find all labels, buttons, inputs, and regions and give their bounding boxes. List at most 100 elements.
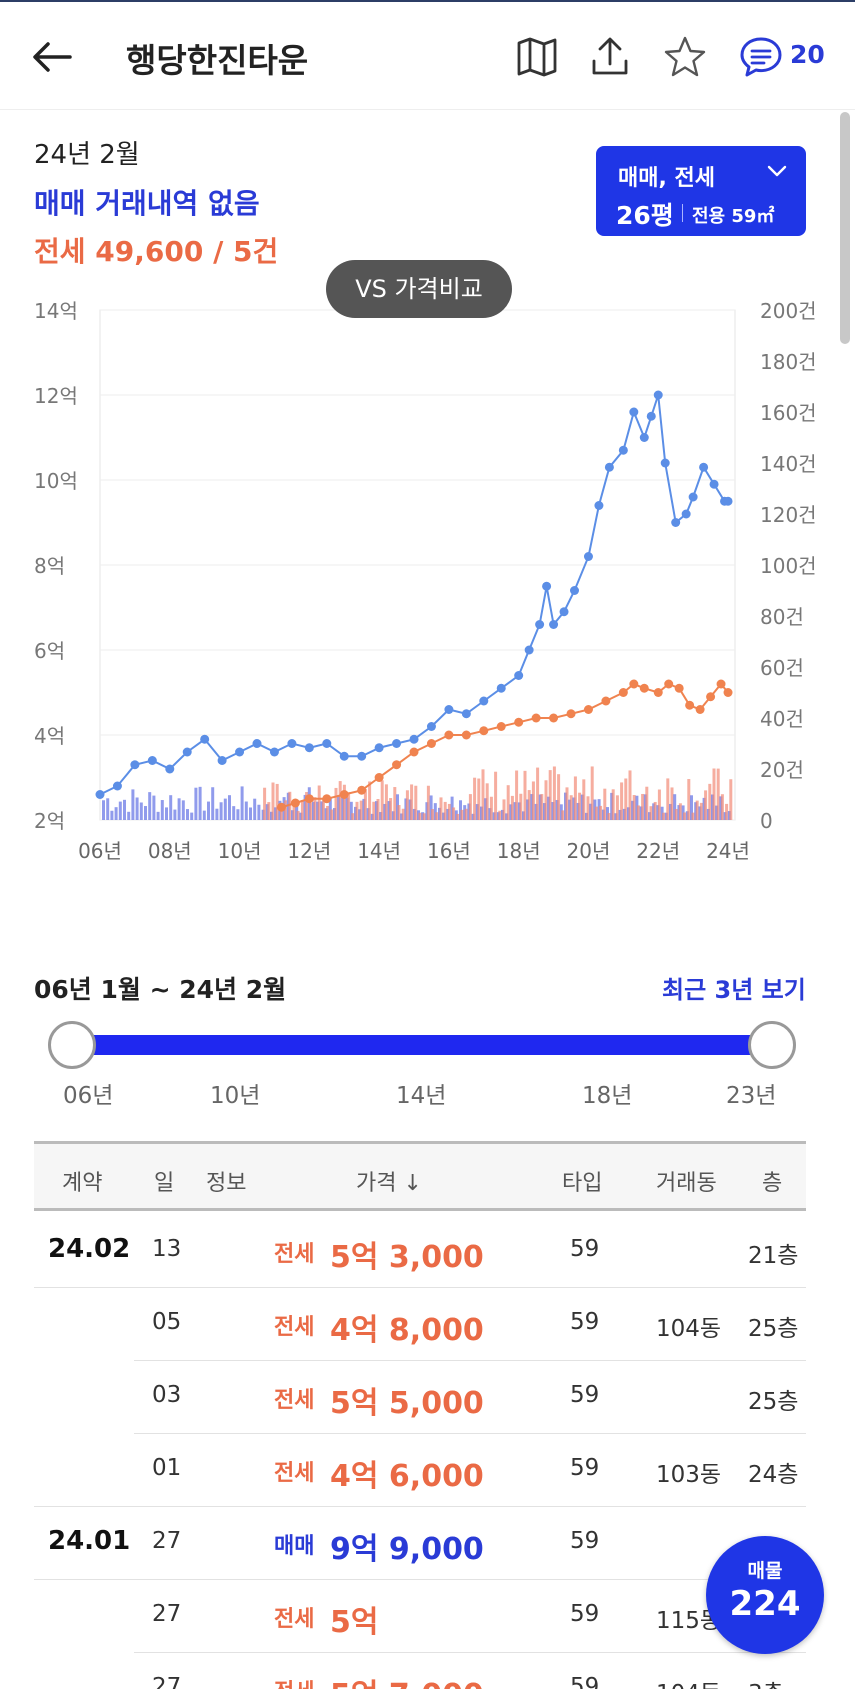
price-point <box>357 786 366 795</box>
back-arrow-icon[interactable] <box>28 32 78 82</box>
volume-bar <box>194 788 197 820</box>
volume-bar <box>566 787 569 820</box>
deal-types: 매매, 전세 <box>618 160 715 192</box>
volume-bar <box>482 769 485 820</box>
col-price[interactable]: 가격 ↓ <box>356 1165 422 1197</box>
price-point <box>629 408 638 417</box>
price-point <box>200 735 209 744</box>
row-floor: 24층 <box>748 1455 798 1489</box>
col-contract[interactable]: 계약 <box>62 1165 102 1197</box>
volume-bar <box>115 807 118 820</box>
volume-bar <box>461 810 464 820</box>
row-day: 05 <box>152 1309 181 1335</box>
range-end-handle[interactable] <box>748 1021 796 1069</box>
price-point <box>148 756 157 765</box>
row-type: 59 <box>570 1309 599 1335</box>
price-point <box>444 705 453 714</box>
price-point <box>392 739 401 748</box>
volume-bar <box>220 802 223 820</box>
volume-bar <box>448 804 451 820</box>
price-point <box>640 684 649 693</box>
price-point <box>640 433 649 442</box>
range-slider-track[interactable] <box>72 1035 772 1055</box>
price-point <box>277 803 286 812</box>
price-point <box>724 688 733 697</box>
price-point <box>710 480 719 489</box>
price-point <box>235 748 244 757</box>
price-point <box>340 752 349 761</box>
volume-bar <box>708 784 711 820</box>
volume-bar <box>473 778 476 820</box>
row-price: 5억 <box>330 1597 378 1641</box>
share-icon[interactable] <box>587 34 633 80</box>
price-point <box>305 794 314 803</box>
volume-bar <box>675 809 678 820</box>
area-label: 전용 59㎡ <box>692 202 774 228</box>
col-info[interactable]: 정보 <box>206 1165 246 1197</box>
row-type: 59 <box>570 1528 599 1554</box>
comment-count[interactable]: 20 <box>790 40 825 69</box>
volume-bar <box>165 807 168 820</box>
maemae-summary: 매매 거래내역 없음 <box>34 182 260 222</box>
col-day[interactable]: 일 <box>154 1165 174 1197</box>
row-kind: 전세 <box>274 1382 314 1414</box>
volume-bar <box>276 784 279 820</box>
volume-bar <box>161 800 164 820</box>
volume-bar <box>377 799 380 820</box>
listings-button[interactable]: 매물 224 <box>706 1536 824 1654</box>
volume-bar <box>106 798 109 820</box>
price-point <box>605 463 614 472</box>
volume-bar <box>725 804 728 820</box>
type-selector[interactable]: 매매, 전세 26평 전용 59㎡ <box>596 146 806 236</box>
volume-bar <box>144 806 147 820</box>
slider-tick: 18년 <box>582 1076 632 1110</box>
x-tick: 24년 <box>706 839 750 863</box>
comment-icon[interactable] <box>738 34 784 80</box>
price-chart: 14억 12억 10억 8억 6억 4억 2억 200건 180건 160건 140건 120건 100… <box>0 290 855 940</box>
volume-bar <box>199 787 202 820</box>
volume-bar <box>178 798 181 820</box>
volume-bar <box>490 797 493 820</box>
price-point <box>699 463 708 472</box>
x-tick: 14년 <box>357 839 401 863</box>
jeonse-summary: 전세 49,600 / 5건 <box>34 230 278 270</box>
row-kind: 전세 <box>274 1455 314 1487</box>
range-start-handle[interactable] <box>48 1021 96 1069</box>
recent-3-years-link[interactable]: 최근 3년 보기 <box>662 970 806 1005</box>
col-type[interactable]: 타입 <box>562 1165 602 1197</box>
row-price: 4억 6,000 <box>330 1451 484 1495</box>
price-point <box>542 582 551 591</box>
row-day: 13 <box>152 1236 181 1262</box>
volume-bar <box>507 785 510 820</box>
volume-bar <box>140 802 143 820</box>
volume-bar <box>190 813 193 820</box>
price-point <box>629 680 638 689</box>
chevron-down-icon <box>764 158 790 184</box>
compare-button[interactable]: VS 가격비교 <box>326 260 512 318</box>
x-tick: 22년 <box>636 839 680 863</box>
volume-bar <box>173 810 176 820</box>
col-floor[interactable]: 층 <box>762 1165 782 1197</box>
volume-bar <box>540 794 543 820</box>
volume-bar <box>393 787 396 820</box>
volume-bar <box>406 790 409 820</box>
row-month: 24.01 <box>48 1526 130 1556</box>
volume-bar <box>102 800 105 820</box>
volume-bar <box>326 806 329 820</box>
price-point <box>130 760 139 769</box>
star-icon[interactable] <box>662 34 708 80</box>
volume-bar <box>624 778 627 820</box>
row-price: 5억 5,000 <box>330 1378 484 1422</box>
price-point <box>685 701 694 710</box>
row-divider <box>134 1360 806 1361</box>
volume-bar <box>431 809 434 820</box>
y-left-tick: 2억 <box>34 809 65 833</box>
map-icon[interactable] <box>514 34 560 80</box>
volume-bar <box>641 794 644 820</box>
price-point <box>696 705 705 714</box>
volume-bar <box>570 795 573 820</box>
volume-bar <box>253 799 256 820</box>
col-dong[interactable]: 거래동 <box>656 1165 717 1197</box>
slider-tick: 23년 <box>726 1076 776 1110</box>
price-point <box>165 765 174 774</box>
